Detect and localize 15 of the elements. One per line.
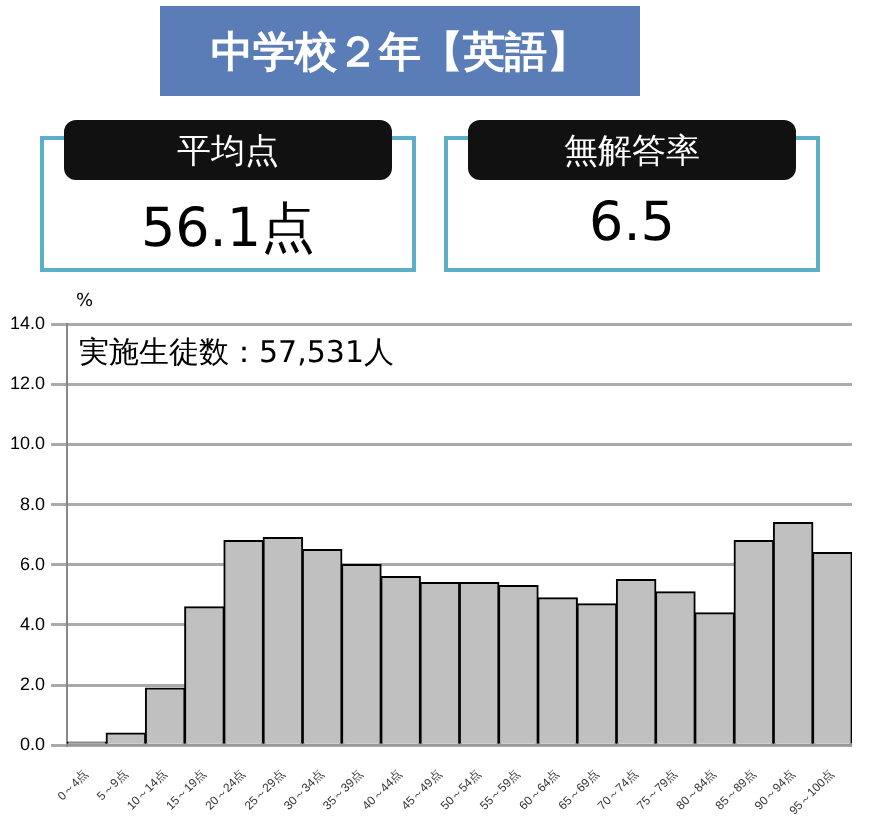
text: 6.5 <box>587 192 677 254</box>
y-tick-label: 14.0 <box>9 312 46 333</box>
y-tick-label: 6.0 <box>20 553 46 574</box>
y-tick-label: 0.0 <box>20 734 46 755</box>
text: 56.1点 <box>138 196 318 264</box>
y-axis-title: % <box>76 292 94 312</box>
y-tick-label: 4.0 <box>20 613 46 634</box>
chart-title: 中学校２年【英語】 <box>160 6 640 96</box>
y-tick-label: 2.0 <box>20 674 46 695</box>
y-tick-label: 8.0 <box>20 493 46 514</box>
y-tick-label: 12.0 <box>9 373 46 394</box>
annotation: 実施生徒数：57,531人 <box>79 333 395 370</box>
text: 無解答率 <box>468 120 796 180</box>
text: 平均点 <box>64 120 392 180</box>
y-tick-label: 10.0 <box>9 433 46 454</box>
